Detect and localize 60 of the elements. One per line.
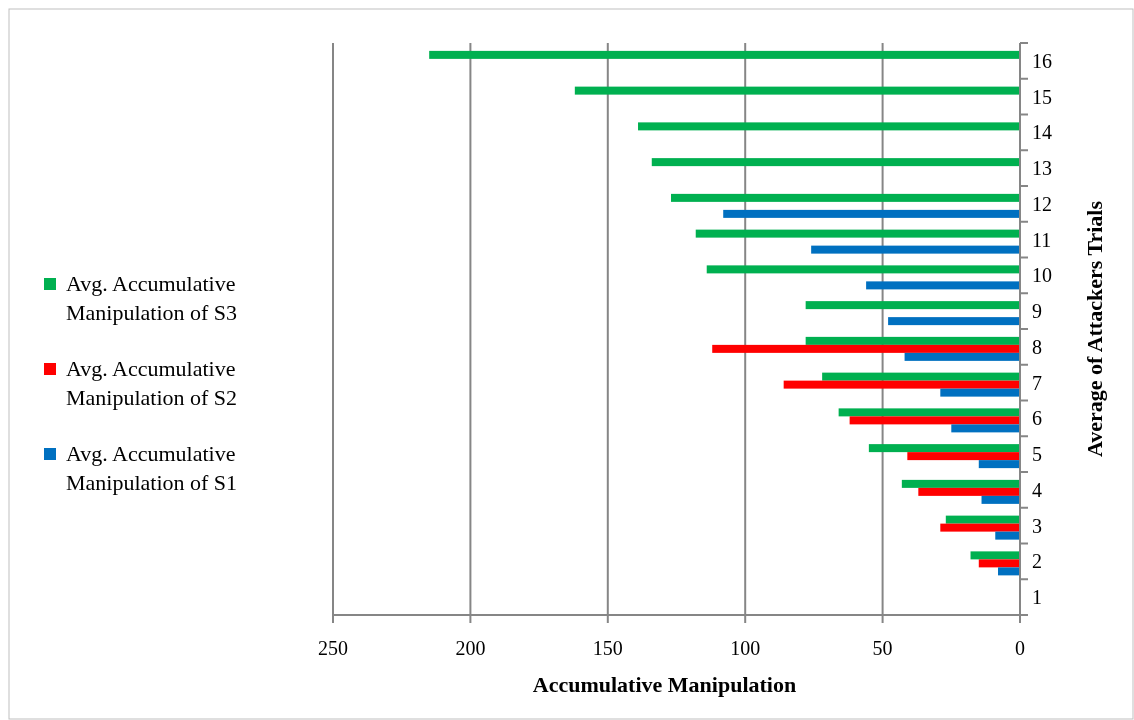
bar <box>706 265 1020 274</box>
bar <box>638 122 1020 131</box>
bar <box>805 301 1020 310</box>
y-tick-label: 12 <box>1032 192 1052 215</box>
bar <box>671 193 1020 202</box>
y-tick-label: 2 <box>1032 550 1042 573</box>
y-tick-label: 8 <box>1032 335 1042 358</box>
bar <box>940 388 1020 397</box>
bar <box>783 380 1020 389</box>
bar <box>940 523 1020 532</box>
bar <box>811 245 1020 254</box>
bar <box>918 487 1020 496</box>
bar <box>723 209 1020 218</box>
bar <box>849 416 1020 425</box>
y-tick-label: 14 <box>1032 121 1052 144</box>
bar <box>945 515 1020 524</box>
y-tick-label: 5 <box>1032 443 1042 466</box>
x-tick-label: 50 <box>872 637 893 659</box>
y-tick-label: 7 <box>1032 371 1042 394</box>
y-tick-label: 1 <box>1032 586 1042 609</box>
x-tick-label: 250 <box>318 637 348 659</box>
legend-label: Avg. Accumulative Manipulation of S2 <box>66 356 238 410</box>
bar <box>838 408 1020 417</box>
bar <box>998 567 1020 576</box>
legend-label: Avg. Accumulative Manipulation of S1 <box>66 441 238 495</box>
legend-label: Avg. Accumulative Manipulation of S3 <box>66 271 238 325</box>
y-tick-label: 15 <box>1032 85 1052 108</box>
x-tick-label: 0 <box>1015 637 1025 659</box>
bar <box>981 495 1020 504</box>
y-axis-title: Average of Attackers Trials <box>1082 200 1107 457</box>
bar <box>712 344 1020 353</box>
bar <box>805 336 1020 345</box>
x-tick-label: 150 <box>592 637 623 659</box>
x-tick-label: 200 <box>455 637 486 659</box>
y-tick-label: 6 <box>1032 407 1042 430</box>
y-tick-label: 3 <box>1032 514 1042 537</box>
y-tick-label: 13 <box>1032 157 1052 180</box>
y-tick-label: 9 <box>1032 300 1042 323</box>
bar <box>901 479 1020 488</box>
bar <box>866 281 1020 290</box>
bar <box>822 372 1020 381</box>
y-tick-label: 11 <box>1032 228 1052 251</box>
bar <box>574 86 1020 95</box>
bar <box>951 424 1020 433</box>
y-tick-label: 16 <box>1032 49 1052 72</box>
bar <box>888 317 1020 326</box>
bar <box>907 452 1020 461</box>
y-tick-label: 4 <box>1032 478 1042 501</box>
x-axis-title: Accumulative Manipulation <box>532 672 797 697</box>
bar <box>429 50 1020 59</box>
bar <box>970 551 1020 560</box>
bar <box>904 352 1020 361</box>
bar <box>651 158 1020 167</box>
bar <box>995 531 1020 540</box>
y-tick-label: 10 <box>1032 264 1052 287</box>
bar <box>978 460 1020 469</box>
x-tick-label: 100 <box>730 637 761 659</box>
bar <box>695 229 1020 238</box>
bar <box>978 559 1020 568</box>
bar <box>868 444 1020 453</box>
